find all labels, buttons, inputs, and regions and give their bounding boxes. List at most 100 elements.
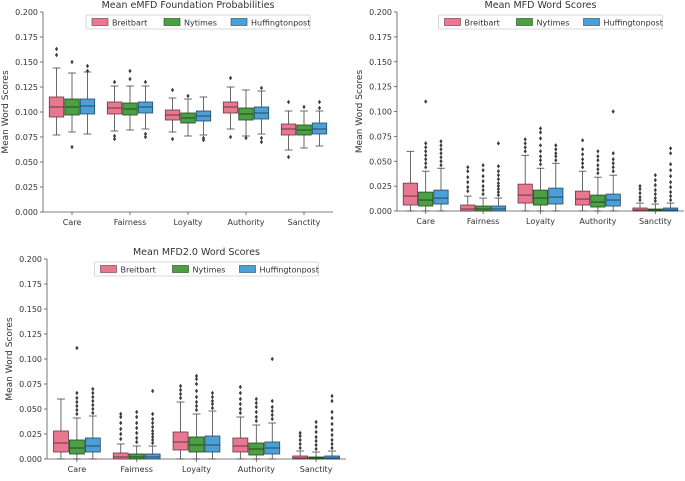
box-breitbart-fairness xyxy=(106,79,123,142)
x-tick-label: Care xyxy=(63,218,82,227)
outlier-point xyxy=(298,433,302,439)
box-nytimes-loyalty xyxy=(532,126,549,212)
outlier-point xyxy=(210,390,215,396)
outlier-point xyxy=(496,164,501,169)
outlier-point xyxy=(151,431,155,437)
y-tick-label: 0.025 xyxy=(15,183,38,192)
legend-label-breitbart: Breitbart xyxy=(112,19,147,28)
outlier-point xyxy=(270,412,274,418)
outlier-point xyxy=(330,437,334,443)
y-tick-label: 0.175 xyxy=(369,33,392,42)
outlier-point xyxy=(254,418,258,424)
y-tick-label: 0.000 xyxy=(15,208,38,217)
box-body xyxy=(548,187,564,205)
outlier-point xyxy=(424,149,428,154)
box-breitbart-fairness xyxy=(460,165,476,212)
box-huffingtonpost-loyalty xyxy=(204,390,221,460)
y-tick-label: 0.175 xyxy=(19,280,42,289)
x-tick-label: Care xyxy=(416,217,435,226)
outlier-point xyxy=(653,172,657,178)
outlier-point xyxy=(254,414,258,420)
legend: Breitbart Nytimes Huffingtonpost xyxy=(94,261,319,277)
outlier-point xyxy=(314,434,318,440)
outlier-point xyxy=(151,424,155,430)
outlier-point xyxy=(523,141,527,146)
box-body xyxy=(460,204,476,212)
box-breitbart-loyalty xyxy=(517,137,533,212)
outlier-point xyxy=(178,391,183,397)
outlier-point xyxy=(75,411,79,417)
box-body xyxy=(402,182,418,206)
box-breitbart-authority xyxy=(222,75,239,140)
legend-swatch-nytimes xyxy=(163,18,181,26)
outlier-point xyxy=(151,428,155,434)
outlier-point xyxy=(151,420,155,426)
outlier-point xyxy=(151,411,155,417)
chart-mfd-word-scores: 0.000 0.025 0.050 0.075 0.100 0.125 0.150 0.175… xyxy=(355,0,684,226)
outlier-point xyxy=(330,432,334,438)
box-nytimes-care xyxy=(69,345,85,460)
outlier-point xyxy=(653,198,657,204)
outlier-point xyxy=(112,133,117,139)
outlier-point xyxy=(466,169,470,174)
y-tick-label: 0.025 xyxy=(19,430,42,439)
legend-label-breitbart: Breitbart xyxy=(121,266,156,275)
outlier-point xyxy=(259,135,264,141)
outlier-point xyxy=(91,410,95,416)
x-tick-label: Care xyxy=(68,465,87,474)
outlier-point xyxy=(238,401,242,407)
outlier-point xyxy=(314,446,318,452)
box-huffingtonpost-care xyxy=(84,386,101,460)
box-nytimes-authority xyxy=(590,149,606,212)
outlier-point xyxy=(330,445,334,451)
y-tick-label: 0.050 xyxy=(369,157,392,166)
box-nytimes-authority xyxy=(238,89,254,141)
x-tick-label: Sanctity xyxy=(300,465,333,474)
y-tick-label: 0.200 xyxy=(19,255,42,264)
outlier-point xyxy=(238,396,242,402)
outlier-point xyxy=(496,183,501,189)
outlier-point xyxy=(128,68,132,74)
outlier-point xyxy=(439,139,443,144)
outlier-point xyxy=(194,381,199,387)
x-tick-label: Fairness xyxy=(114,218,146,227)
x-tick-label: Authority xyxy=(238,465,275,474)
outlier-point xyxy=(653,195,657,201)
outlier-point xyxy=(75,403,79,409)
outlier-point xyxy=(135,439,139,445)
outlier-point xyxy=(151,440,155,446)
outlier-point xyxy=(270,356,274,362)
outlier-point xyxy=(580,138,585,143)
outlier-point xyxy=(638,186,642,192)
legend: Breitbart Nytimes Huffingtonpost xyxy=(85,14,311,30)
outlier-point xyxy=(653,187,657,193)
x-tick-label: Authority xyxy=(227,218,264,227)
box-body xyxy=(418,191,434,207)
outlier-point xyxy=(669,168,673,173)
outlier-point xyxy=(580,165,585,170)
outlier-point xyxy=(75,407,79,413)
outlier-point xyxy=(170,136,175,142)
outlier-point xyxy=(228,75,233,81)
legend-label-nytimes: Nytimes xyxy=(193,266,226,275)
chart-title: Mean eMFD Foundation Probabilities xyxy=(102,0,275,11)
outlier-point xyxy=(611,109,615,114)
outlier-point xyxy=(151,388,155,394)
box-breitbart-sanctity xyxy=(632,183,648,212)
outlier-point xyxy=(91,386,95,392)
outlier-point xyxy=(135,409,139,415)
outlier-point xyxy=(151,437,155,443)
outlier-point xyxy=(270,398,274,404)
outlier-point xyxy=(424,165,428,170)
y-tick-label: 0.025 xyxy=(369,182,392,191)
outlier-point xyxy=(135,435,139,441)
outlier-point xyxy=(70,59,74,65)
outlier-point xyxy=(178,387,183,393)
outlier-point xyxy=(424,99,428,104)
outlier-point xyxy=(538,158,543,163)
box-nytimes-loyalty xyxy=(188,373,205,460)
outlier-point xyxy=(298,441,302,447)
outlier-point xyxy=(286,154,291,160)
box-huffingtonpost-sanctity xyxy=(663,146,679,212)
outlier-point xyxy=(523,137,527,142)
